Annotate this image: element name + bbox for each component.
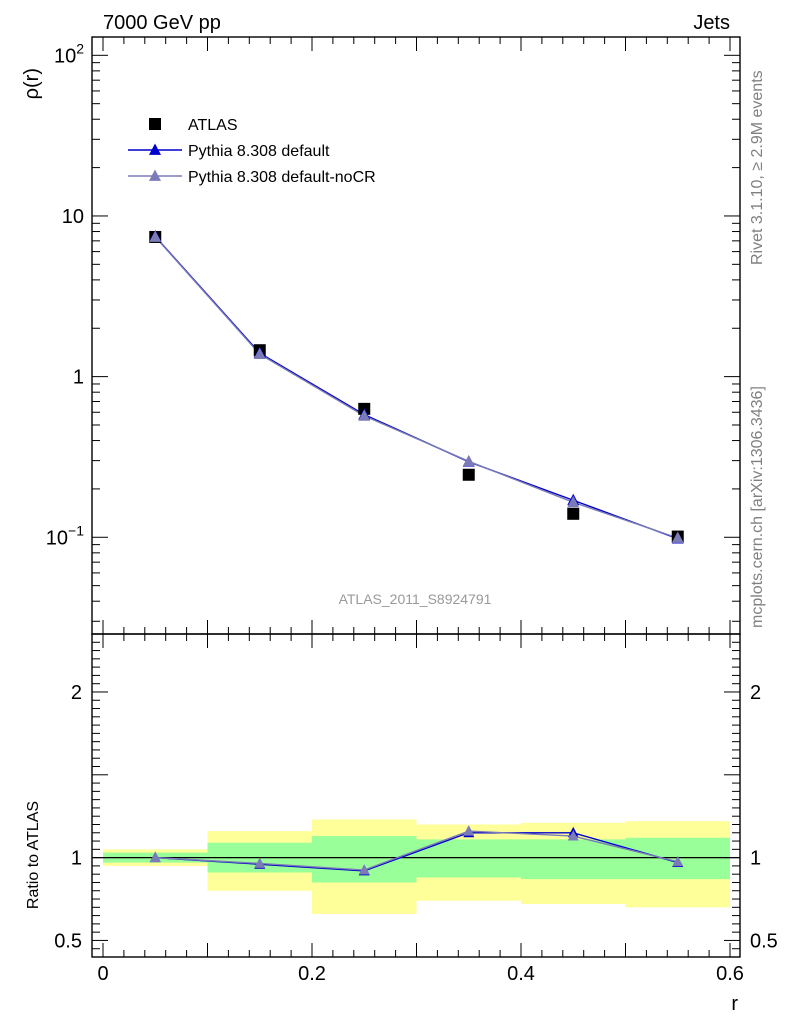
ratio-point-1 — [149, 851, 161, 863]
atlas-data-point — [567, 507, 580, 520]
pythia-nocr-point — [149, 230, 162, 242]
x-tick-label: 0 — [97, 963, 108, 985]
y-tick-label: 10 — [62, 206, 84, 228]
ratio-point-1 — [254, 857, 266, 868]
y-tick-label: 1 — [73, 367, 84, 389]
legend-label-2: Pythia 8.308 default-noCR — [188, 169, 376, 186]
main-line-1 — [154, 236, 678, 540]
ratio-y-tick-label-right: 1 — [750, 848, 761, 870]
legend: ATLAS Pythia 8.308 default Pythia 8.308 de… — [128, 117, 376, 186]
ratio-point-1 — [463, 825, 475, 836]
ratio-y-tick-label-left: 1 — [71, 848, 82, 870]
legend-atlas-marker — [149, 118, 161, 130]
rivet-version-label: Rivet 3.1.10, ≥ 2.9M events — [749, 70, 766, 265]
main-y-axis-label: ρ(r) — [21, 68, 43, 99]
legend-nocr-marker — [149, 169, 161, 181]
y-tick-label: 102 — [54, 40, 84, 67]
pythia-nocr-point — [567, 495, 580, 508]
legend-default-marker — [149, 143, 161, 155]
y-tick-label: 10−1 — [46, 522, 84, 549]
legend-label-1: Pythia 8.308 default — [188, 143, 330, 160]
x-tick-label: 0.2 — [298, 963, 326, 985]
collision-label: 7000 GeV pp — [103, 12, 221, 34]
atlas-data-point — [462, 468, 475, 481]
pythia-nocr-point — [462, 454, 475, 467]
mcplots-label: mcplots.cern.ch [arXiv:1306.3436] — [749, 386, 766, 628]
analysis-label: ATLAS_2011_S8924791 — [339, 591, 492, 607]
ratio-y-tick-label-left: 2 — [71, 682, 82, 704]
ratio-plot: 0 0.2 0.4 0.6 0.5 0.5 1 1 2 2 — [54, 633, 778, 985]
x-axis-label: r — [731, 993, 738, 1015]
pythia-nocr-point — [671, 531, 684, 543]
pythia-nocr-point — [253, 347, 266, 360]
x-tick-label: 0.4 — [507, 963, 535, 985]
ratio-point-1 — [672, 855, 684, 867]
x-tick-label: 0.6 — [716, 963, 744, 985]
ratio-band-inner-2 — [312, 836, 417, 883]
ratio-band-inner-4 — [521, 839, 626, 880]
ratio-line-1 — [155, 830, 678, 871]
jets-label: Jets — [693, 12, 730, 34]
ratio-y-tick-label-left: 0.5 — [54, 930, 82, 952]
main-line-2 — [154, 236, 678, 539]
ratio-y-tick-label-right: 2 — [750, 682, 761, 704]
ratio-y-tick-label-right: 0.5 — [750, 930, 778, 952]
main-plot: 102 10 1 10−1 — [46, 36, 741, 635]
ratio-y-axis-label: Ratio to ATLAS — [25, 801, 42, 909]
ratio-point-1 — [358, 864, 370, 875]
pythia-nocr-point — [358, 409, 371, 421]
legend-label-0: ATLAS — [188, 117, 238, 134]
ratio-point-1 — [567, 830, 579, 841]
